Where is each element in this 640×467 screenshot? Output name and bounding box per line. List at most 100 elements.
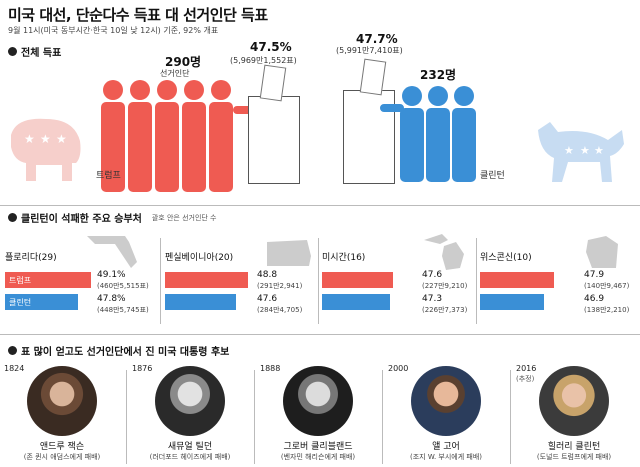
trump-votes-pennsylvania: (291만2,941)	[257, 282, 303, 290]
candidate-desc: (존 퀸시 애덤스에게 패배)	[23, 453, 101, 461]
candidate-year: 2016	[516, 364, 537, 373]
trump-pct-florida: 49.1%	[97, 270, 126, 280]
trump-pct-pennsylvania: 48.8	[257, 270, 278, 280]
candidate-desc: (도널드 트럼프에게 패배)	[536, 453, 612, 461]
state-name: 플로리다	[5, 253, 39, 263]
svg-text:★: ★	[24, 132, 35, 146]
candidate-note: (추정)	[516, 375, 535, 383]
candidate-name: 새뮤얼 틸던	[167, 442, 213, 452]
trump-ballot-box	[248, 96, 300, 184]
portrait-cleveland	[283, 366, 353, 436]
bullet-icon	[8, 346, 17, 355]
portrait-clinton	[539, 366, 609, 436]
divider	[254, 370, 255, 464]
candidate-tilden: 1876 새뮤얼 틸던 (러더포드 헤이즈에게 패배)	[130, 364, 240, 467]
divider	[318, 238, 319, 324]
trump-pct: 47.5%	[250, 40, 292, 54]
trump-figures	[101, 80, 259, 192]
trump-name: 트럼프	[96, 171, 121, 181]
bar-clinton-wisconsin	[480, 294, 544, 310]
candidate-name: 앨 고어	[432, 442, 460, 452]
candidate-year: 1824	[4, 364, 25, 373]
wisconsin-map-icon	[586, 236, 618, 268]
overall-heading: 전체 득표	[8, 44, 61, 59]
clinton-electors: 232명	[420, 68, 457, 82]
state-wisconsin: 위스콘신(10) 47.9 (140만9,467) 46.9 (138만2,21…	[480, 232, 630, 322]
state-name: 위스콘신	[480, 253, 514, 263]
candidates-heading-label: 표 많이 얻고도 선거인단에서 진 미국 대통령 후보	[21, 347, 230, 358]
candidate-year: 1876	[132, 364, 153, 373]
state-name: 펜실베이니아	[165, 253, 215, 263]
florida-map-icon	[87, 236, 137, 268]
portrait-jackson	[27, 366, 97, 436]
bullet-icon	[8, 47, 17, 56]
candidate-desc: (조지 W. 부시에게 패배)	[409, 453, 482, 461]
svg-text:★: ★	[580, 144, 590, 157]
elephant-icon: ★ ★ ★	[11, 118, 81, 181]
bullet-icon	[8, 213, 17, 222]
clinton-votes: (5,991만7,410표)	[336, 46, 403, 55]
bar-trump-florida: 트럼프	[5, 272, 91, 288]
clinton-votes-wisconsin: (138만2,210)	[584, 306, 630, 314]
state-ev: (29)	[38, 253, 57, 263]
candidate-name: 앤드루 잭슨	[39, 442, 85, 452]
candidate-year: 1888	[260, 364, 281, 373]
clinton-name: 클린턴	[480, 171, 505, 181]
divider	[160, 238, 161, 324]
separator	[0, 205, 640, 206]
bar-clinton-michigan	[322, 294, 390, 310]
divider	[476, 238, 477, 324]
divider	[382, 370, 383, 464]
candidate-year: 2000	[388, 364, 409, 373]
trump-pct-wisconsin: 47.9	[584, 270, 605, 280]
divider	[510, 370, 511, 464]
clinton-figures	[380, 86, 476, 182]
clinton-votes-florida: (448만5,745표)	[97, 306, 149, 314]
state-florida: 플로리다(29) 트럼프 49.1% (460만5,515표) 클린턴 47.8…	[5, 232, 155, 322]
candidate-cleveland: 1888 그로버 클리블랜드 (벤자민 해리슨에게 패배)	[258, 364, 368, 467]
candidate-name: 그로버 클리블랜드	[283, 442, 353, 452]
trump-votes-florida: (460만5,515표)	[97, 282, 149, 290]
pennsylvania-map-icon	[267, 240, 311, 266]
clinton-votes-michigan: (226만7,373)	[422, 306, 468, 314]
states-heading-label: 클린턴이 석패한 주요 승부처	[21, 214, 142, 225]
overall-heading-label: 전체 득표	[21, 48, 62, 59]
state-name: 미시간	[322, 253, 347, 263]
portrait-gore	[411, 366, 481, 436]
candidate-clinton: 2016 (추정) 힐러리 클린턴 (도널드 트럼프에게 패배)	[514, 364, 624, 467]
trump-electors-label: 선거인단	[160, 69, 190, 78]
page-title: 미국 대선, 단순다수 득표 대 선거인단 득표	[8, 6, 268, 24]
clinton-votes-pennsylvania: (284만4,705)	[257, 306, 303, 314]
separator	[0, 334, 640, 335]
trump-ballot	[259, 64, 287, 102]
state-pennsylvania: 펜실베이니아(20) 48.8 (291만2,941) 47.6 (284만4,…	[165, 232, 315, 322]
state-ev: (20)	[214, 253, 234, 263]
svg-text:★: ★	[40, 132, 51, 146]
candidate-desc: (러더포드 헤이즈에게 패배)	[149, 453, 231, 461]
bar-label-trump: 트럼프	[9, 276, 32, 285]
bar-trump-wisconsin	[480, 272, 554, 288]
trump-pct-michigan: 47.6	[422, 270, 443, 280]
clinton-pct: 47.7%	[356, 32, 398, 46]
bar-trump-michigan	[322, 272, 393, 288]
michigan-map-icon	[424, 234, 464, 270]
bar-trump-pennsylvania	[165, 272, 248, 288]
states-heading: 클린턴이 석패한 주요 승부처 괄호 안은 선거인단 수	[8, 210, 217, 225]
state-ev: (10)	[513, 253, 532, 263]
states-note: 괄호 안은 선거인단 수	[151, 213, 217, 222]
svg-text:★: ★	[56, 132, 67, 146]
portrait-tilden	[155, 366, 225, 436]
clinton-pct-pennsylvania: 47.6	[257, 294, 278, 304]
bar-clinton-florida: 클린턴	[5, 294, 78, 310]
donkey-icon: ★ ★ ★	[538, 122, 624, 182]
trump-electors: 290명	[165, 55, 202, 69]
bar-label-clinton: 클린턴	[9, 298, 32, 307]
trump-votes-wisconsin: (140만9,467)	[584, 282, 630, 290]
candidate-gore: 2000 앨 고어 (조지 W. 부시에게 패배)	[386, 364, 496, 467]
page-subtitle: 9월 11시(미국 동부시간·한국 10일 낮 12시) 기준, 92% 개표	[8, 26, 219, 35]
clinton-pct-michigan: 47.3	[422, 294, 443, 304]
candidates-heading: 표 많이 얻고도 선거인단에서 진 미국 대통령 후보	[8, 343, 229, 358]
state-ev: (16)	[346, 253, 366, 263]
svg-text:★: ★	[564, 144, 574, 157]
clinton-pct-wisconsin: 46.9	[584, 294, 605, 304]
